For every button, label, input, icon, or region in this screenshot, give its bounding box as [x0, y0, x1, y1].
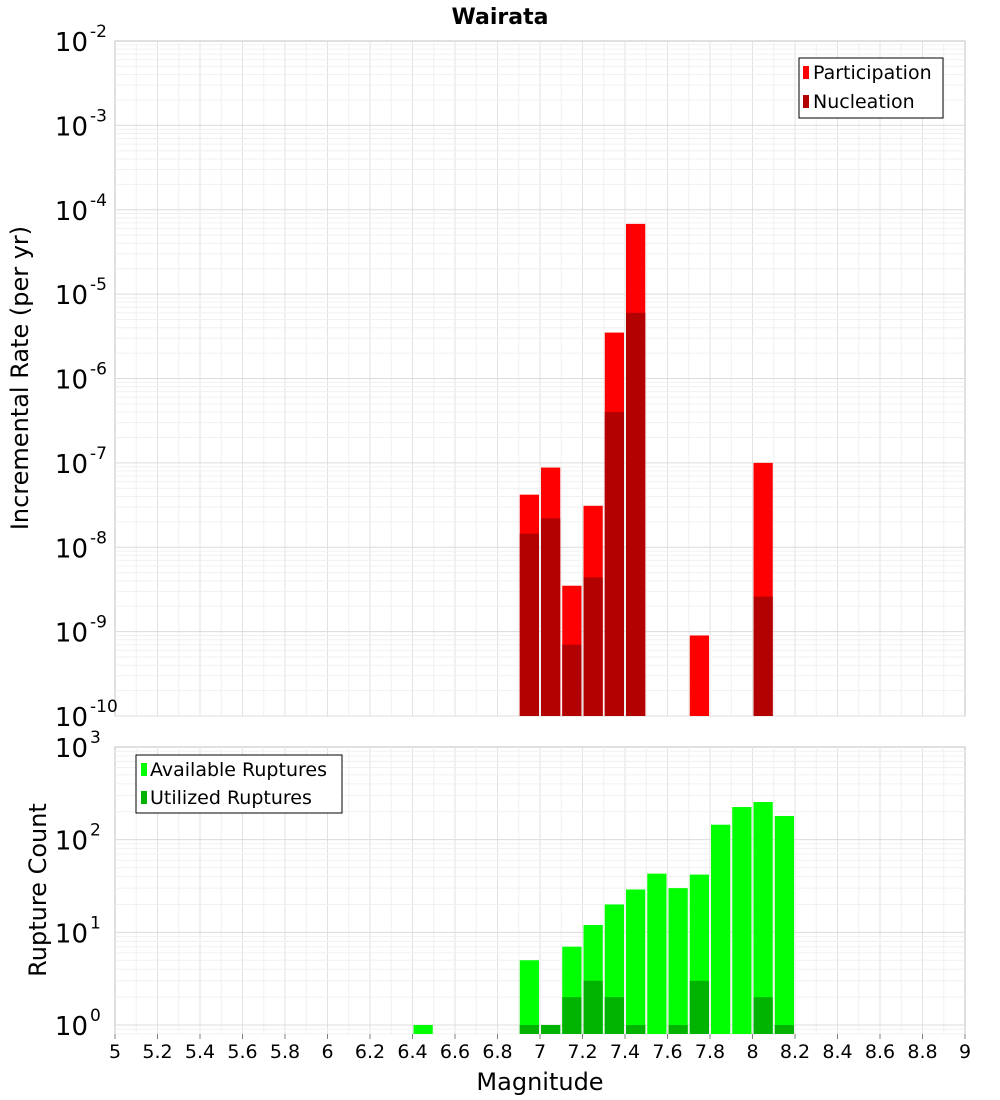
y-tick-exponent: 2 — [90, 821, 101, 841]
top-y-axis-label: Incremental Rate (per yr) — [6, 226, 34, 530]
y-tick-label: 10 — [55, 112, 88, 142]
bottom-bar-utilized-ruptures — [583, 980, 603, 1034]
bottom-bar-available-ruptures — [732, 807, 752, 1034]
bottom-y-axis-label: Rupture Count — [24, 803, 52, 977]
top-bar-participation — [689, 635, 709, 716]
x-tick-label: 6.2 — [355, 1041, 385, 1063]
y-tick-label: 10 — [55, 703, 88, 733]
bottom-bar-available-ruptures — [668, 888, 688, 1034]
bottom-bar-utilized-ruptures — [753, 997, 773, 1034]
bottom-legend-box — [135, 754, 343, 814]
x-tick-label: 5 — [109, 1041, 121, 1063]
bottom-bars — [413, 801, 794, 1034]
y-tick-label: 10 — [55, 366, 88, 396]
top-bar-nucleation — [753, 596, 773, 716]
y-tick-exponent: -6 — [90, 360, 107, 380]
y-tick-exponent: 1 — [90, 913, 101, 933]
x-tick-label: 7 — [534, 1041, 546, 1063]
bottom-bar-available-ruptures — [626, 889, 646, 1034]
x-tick-label: 6.4 — [397, 1041, 427, 1063]
y-tick-label: 10 — [55, 619, 88, 649]
y-tick-label: 10 — [55, 28, 88, 58]
y-tick-exponent: -10 — [90, 697, 118, 717]
top-legend-box — [798, 57, 944, 119]
y-tick-label: 10 — [55, 197, 88, 227]
y-tick-exponent: 0 — [90, 1006, 101, 1026]
bottom-bar-available-ruptures — [753, 801, 773, 1034]
y-tick-label: 10 — [55, 919, 88, 949]
bottom-bar-utilized-ruptures — [519, 1025, 539, 1034]
top-panel: 10-210-310-410-510-610-710-810-910-10 In… — [6, 22, 966, 733]
y-tick-exponent: -3 — [90, 106, 107, 126]
legend-label-participation: Participation — [813, 62, 932, 84]
x-tick-label: 7.8 — [695, 1041, 725, 1063]
x-tick-label: 8.6 — [865, 1041, 895, 1063]
top-bar-nucleation — [583, 577, 603, 716]
legend-label-utilized: Utilized Ruptures — [150, 787, 312, 809]
top-bar-nucleation — [541, 518, 561, 716]
x-tick-label: 8.2 — [780, 1041, 810, 1063]
x-tick-label: 7.2 — [567, 1041, 597, 1063]
x-tick-label: 5.8 — [270, 1041, 300, 1063]
top-y-tick-labels: 10-210-310-410-510-610-710-810-910-10 — [55, 22, 118, 733]
x-tick-labels: 5 5.2 5.4 5.6 5.8 6 6.2 6.4 6.6 6.8 7 7.2 7.4 7.6 7.8 8… — [109, 1034, 971, 1063]
legend-swatch-nucleation — [803, 95, 809, 108]
x-tick-label: 6.8 — [482, 1041, 512, 1063]
top-bar-nucleation — [562, 644, 582, 716]
y-tick-exponent: -9 — [90, 613, 107, 633]
y-tick-exponent: 3 — [90, 728, 101, 748]
bottom-bar-utilized-ruptures — [626, 1025, 646, 1034]
y-tick-label: 10 — [55, 450, 88, 480]
y-tick-label: 10 — [55, 827, 88, 857]
bottom-bar-utilized-ruptures — [689, 980, 709, 1034]
x-tick-label: 5.4 — [185, 1041, 215, 1063]
bottom-bar-available-ruptures — [711, 824, 731, 1034]
bottom-bar-utilized-ruptures — [541, 1025, 561, 1034]
y-tick-exponent: -4 — [90, 191, 107, 211]
y-tick-exponent: -7 — [90, 444, 107, 464]
top-legend: Participation Nucleation — [798, 57, 944, 119]
top-grid — [115, 41, 965, 717]
y-tick-exponent: -2 — [90, 22, 107, 42]
bottom-bar-available-ruptures — [519, 960, 539, 1034]
x-tick-label: 8.4 — [822, 1041, 852, 1063]
x-tick-label: 8.8 — [907, 1041, 937, 1063]
legend-swatch-available — [141, 763, 147, 776]
bottom-bar-available-ruptures — [413, 1025, 433, 1034]
bottom-bar-utilized-ruptures — [604, 997, 624, 1034]
top-bars — [519, 223, 773, 716]
legend-label-available: Available Ruptures — [150, 759, 327, 781]
x-tick-label: 7.4 — [610, 1041, 640, 1063]
legend-swatch-utilized — [141, 791, 147, 804]
y-tick-label: 10 — [55, 534, 88, 564]
x-axis-label: Magnitude — [476, 1068, 603, 1096]
x-tick-label: 6 — [321, 1041, 333, 1063]
bottom-bar-available-ruptures — [774, 816, 794, 1034]
y-tick-label: 10 — [55, 1012, 88, 1042]
x-tick-label: 5.2 — [142, 1041, 172, 1063]
y-tick-exponent: -5 — [90, 275, 107, 295]
bottom-bar-utilized-ruptures — [668, 1025, 688, 1034]
y-tick-label: 10 — [55, 281, 88, 311]
top-bar-nucleation — [626, 312, 646, 716]
bottom-bar-utilized-ruptures — [562, 997, 582, 1034]
y-tick-exponent: -8 — [90, 528, 107, 548]
x-tick-label: 5.6 — [227, 1041, 257, 1063]
top-bar-nucleation — [604, 412, 624, 716]
x-tick-label: 9 — [959, 1041, 971, 1063]
y-tick-label: 10 — [55, 734, 88, 764]
bottom-bar-utilized-ruptures — [774, 1025, 794, 1034]
legend-swatch-participation — [803, 66, 809, 79]
top-bar-nucleation — [519, 533, 539, 716]
bottom-bar-available-ruptures — [647, 873, 667, 1034]
x-tick-label: 7.6 — [652, 1041, 682, 1063]
chart-title: Wairata — [452, 5, 549, 30]
x-tick-label: 6.6 — [440, 1041, 470, 1063]
x-tick-label: 8 — [746, 1041, 758, 1063]
legend-label-nucleation: Nucleation — [813, 91, 915, 113]
bottom-legend: Available Ruptures Utilized Ruptures — [135, 754, 343, 814]
